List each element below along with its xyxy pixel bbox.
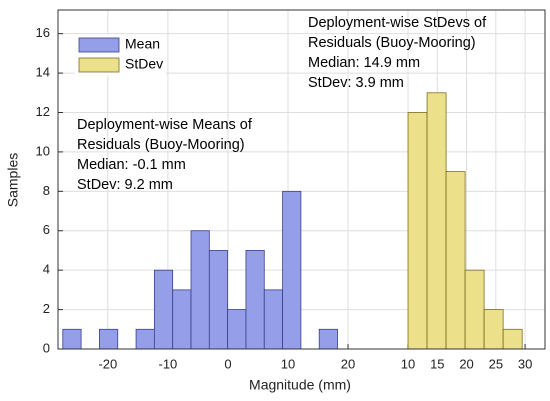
annotation: Residuals (Buoy-Mooring) [77,137,245,153]
bar [172,289,192,350]
y-tick-label: 8 [43,183,50,198]
x-tick-label: 20 [341,356,355,371]
y-tick-label: 16 [36,25,50,40]
legend-label: StDev [125,56,163,72]
x-tick-label: 10 [281,356,295,371]
bar [464,269,485,350]
y-tick-label: 12 [36,104,50,119]
y-tick-label: 2 [43,301,50,316]
x-tick-label: 0 [224,356,231,371]
annotation: Deployment-wise Means of [77,117,253,133]
bar [407,112,428,350]
bar [99,328,119,350]
x-tick-label: 15 [430,356,444,371]
bar [245,250,265,350]
bar [318,328,338,350]
bar [502,328,523,350]
legend-swatch [78,37,120,53]
annotation: StDev: 9.2 mm [77,177,173,193]
x-tick-label: 30 [518,356,532,371]
annotation: StDev: 3.9 mm [308,75,404,91]
y-axis-label: Samples [5,153,21,207]
x-tick-label: -10 [158,356,177,371]
bar [282,190,302,350]
annotation: Deployment-wise StDevs of [308,15,487,31]
bar [483,309,504,350]
x-tick-label: 20 [459,356,473,371]
x-tick-label: 25 [489,356,503,371]
bar [208,250,229,350]
y-tick-label: 6 [43,222,50,237]
legend-label: Mean [125,36,160,52]
y-tick-label: 4 [43,262,50,277]
bar [445,171,466,350]
bar [426,92,447,350]
y-tick-label: 0 [43,340,50,355]
axes-box [57,9,546,350]
x-tick-label: 10 [401,356,415,371]
legend-swatch [78,57,120,73]
annotation: Median: 14.9 mm [308,55,420,71]
annotation: Residuals (Buoy-Mooring) [308,35,476,51]
x-axis-label: Magnitude (mm) [249,377,351,393]
bar [227,309,247,350]
y-tick-label: 14 [36,65,50,80]
bar [62,328,82,350]
bar [263,289,283,350]
bar [153,269,174,350]
x-tick-label: -20 [98,356,117,371]
bar [190,230,210,350]
annotation: Median: -0.1 mm [77,157,186,173]
bar [135,328,155,350]
y-tick-label: 10 [36,143,50,158]
